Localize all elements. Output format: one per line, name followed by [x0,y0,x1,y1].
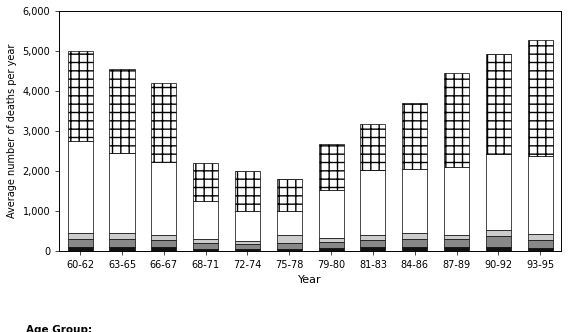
Bar [486,154,511,230]
Legend: 0-4, 5-14, 15-34, 35-64, 65+: 0-4, 5-14, 15-34, 35-64, 65+ [24,323,230,332]
Bar [193,201,218,239]
Bar [528,234,553,240]
Bar [444,167,469,235]
X-axis label: Year: Year [298,275,322,285]
Bar [151,247,176,251]
Bar [319,190,344,238]
Bar [360,240,386,247]
Bar [402,247,427,251]
Bar [360,247,386,251]
Bar [486,54,511,154]
Bar [235,249,260,251]
Bar [486,247,511,251]
Bar [193,243,218,249]
Bar [235,171,260,211]
Bar [193,163,218,201]
Bar [486,236,511,247]
Bar [319,238,344,242]
Bar [110,233,135,239]
Bar [360,235,386,240]
Bar [235,241,260,244]
Bar [360,124,386,170]
Bar [110,247,135,251]
Bar [235,211,260,241]
Bar [110,153,135,233]
Bar [68,247,93,251]
Bar [68,141,93,233]
Bar [151,162,176,235]
Bar [277,235,302,243]
Bar [444,239,469,247]
Bar [528,240,553,248]
Bar [319,144,344,190]
Bar [151,83,176,162]
Bar [528,248,553,251]
Bar [110,69,135,153]
Bar [277,249,302,251]
Bar [193,249,218,251]
Bar [277,243,302,249]
Bar [360,170,386,235]
Bar [444,247,469,251]
Bar [151,240,176,247]
Bar [402,233,427,239]
Bar [402,239,427,247]
Y-axis label: Average number of deaths per year: Average number of deaths per year [7,43,17,218]
Bar [110,239,135,247]
Bar [402,169,427,233]
Bar [402,103,427,169]
Bar [277,211,302,235]
Bar [193,239,218,243]
Bar [528,40,553,156]
Bar [444,73,469,167]
Bar [151,235,176,240]
Bar [319,248,344,251]
Bar [68,233,93,239]
Bar [68,239,93,247]
Bar [528,156,553,234]
Bar [235,244,260,249]
Bar [486,230,511,236]
Bar [444,235,469,239]
Bar [68,51,93,141]
Bar [277,179,302,211]
Bar [319,242,344,248]
